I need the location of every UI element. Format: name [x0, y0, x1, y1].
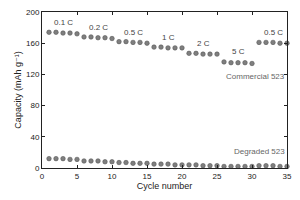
svg-text:80: 80: [30, 101, 39, 110]
svg-text:0: 0: [35, 164, 40, 173]
svg-text:0: 0: [40, 172, 45, 181]
svg-text:Degraded 523: Degraded 523: [234, 147, 285, 156]
svg-text:10: 10: [108, 172, 117, 181]
svg-text:5: 5: [75, 172, 80, 181]
svg-text:0.2 C: 0.2 C: [89, 23, 108, 32]
svg-text:20: 20: [178, 172, 187, 181]
svg-text:0.5 C: 0.5 C: [124, 28, 143, 37]
svg-text:5 C: 5 C: [232, 47, 245, 56]
svg-text:2 C: 2 C: [197, 39, 210, 48]
svg-text:30: 30: [248, 172, 257, 181]
svg-text:0.5 C: 0.5 C: [264, 28, 283, 37]
svg-text:35: 35: [283, 172, 292, 181]
svg-text:Commercial 523: Commercial 523: [226, 72, 285, 81]
svg-text:Cycle number: Cycle number: [137, 181, 193, 191]
svg-text:1 C: 1 C: [162, 33, 175, 42]
svg-text:40: 40: [30, 133, 39, 142]
svg-text:160: 160: [26, 39, 40, 48]
svg-text:15: 15: [143, 172, 152, 181]
svg-text:200: 200: [26, 8, 40, 17]
svg-text:Capacity (mAh g⁻¹): Capacity (mAh g⁻¹): [13, 51, 23, 128]
svg-text:120: 120: [26, 70, 40, 79]
svg-text:0.1 C: 0.1 C: [54, 18, 73, 27]
svg-text:25: 25: [213, 172, 222, 181]
